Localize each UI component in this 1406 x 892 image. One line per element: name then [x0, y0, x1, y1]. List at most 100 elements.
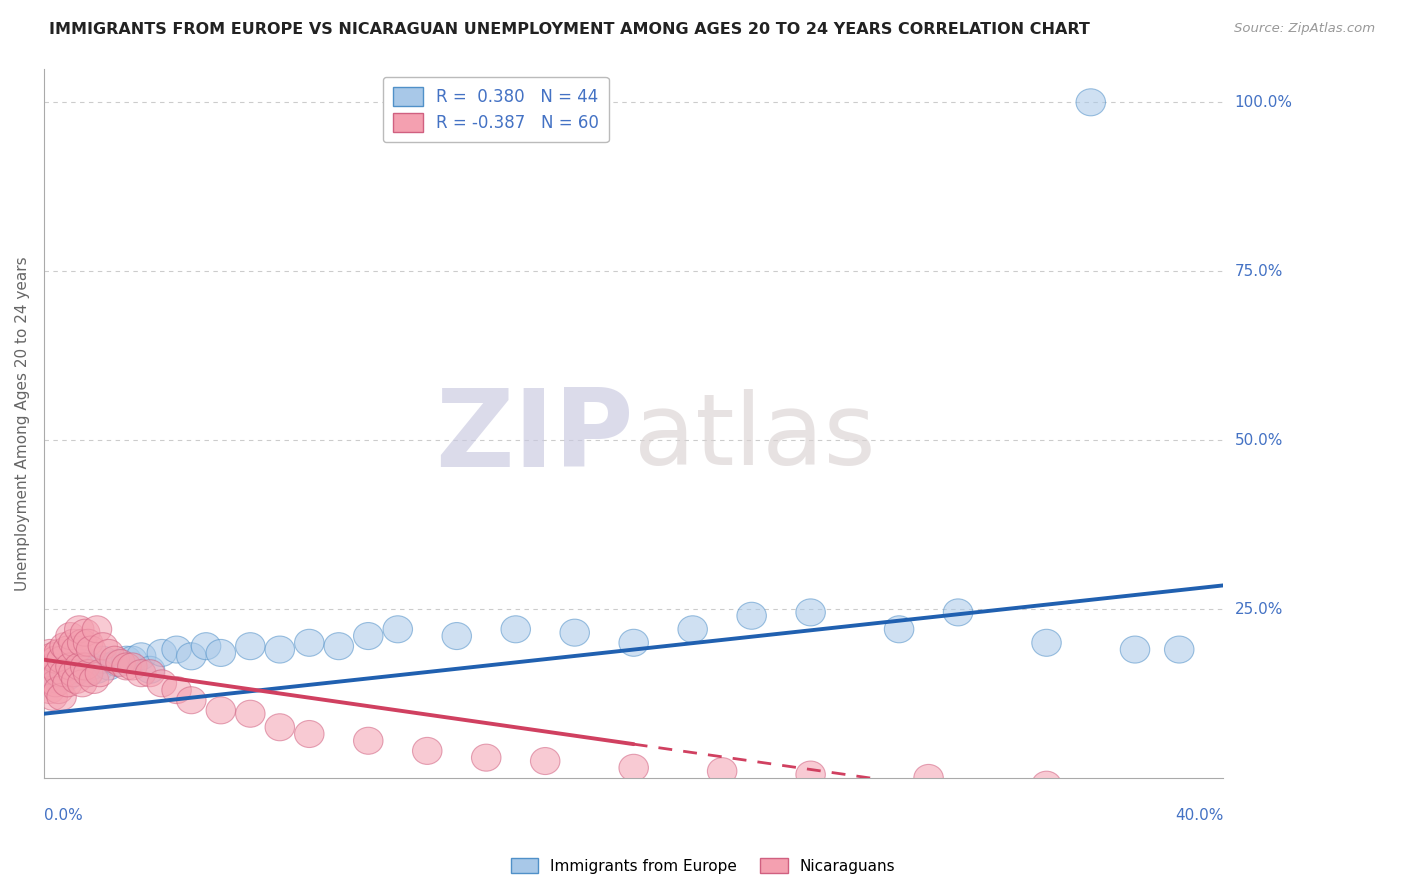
- Ellipse shape: [38, 643, 67, 670]
- Legend: Immigrants from Europe, Nicaraguans: Immigrants from Europe, Nicaraguans: [505, 852, 901, 880]
- Ellipse shape: [46, 683, 76, 710]
- Ellipse shape: [70, 619, 100, 646]
- Text: ZIP: ZIP: [436, 384, 634, 491]
- Ellipse shape: [76, 636, 105, 663]
- Ellipse shape: [266, 636, 294, 663]
- Ellipse shape: [914, 764, 943, 791]
- Ellipse shape: [135, 660, 165, 687]
- Ellipse shape: [53, 670, 82, 697]
- Ellipse shape: [86, 660, 115, 687]
- Ellipse shape: [70, 653, 100, 680]
- Ellipse shape: [1164, 636, 1194, 663]
- Ellipse shape: [796, 599, 825, 626]
- Ellipse shape: [707, 757, 737, 785]
- Text: 50.0%: 50.0%: [1234, 433, 1282, 448]
- Ellipse shape: [382, 615, 412, 643]
- Ellipse shape: [118, 653, 148, 680]
- Ellipse shape: [530, 747, 560, 774]
- Ellipse shape: [103, 649, 132, 676]
- Ellipse shape: [65, 615, 94, 643]
- Ellipse shape: [127, 660, 156, 687]
- Ellipse shape: [35, 660, 65, 687]
- Ellipse shape: [59, 660, 89, 687]
- Ellipse shape: [44, 666, 73, 693]
- Ellipse shape: [56, 623, 86, 649]
- Ellipse shape: [118, 646, 148, 673]
- Ellipse shape: [148, 670, 177, 697]
- Text: 40.0%: 40.0%: [1175, 808, 1223, 823]
- Ellipse shape: [266, 714, 294, 740]
- Ellipse shape: [67, 670, 97, 697]
- Ellipse shape: [82, 657, 111, 683]
- Ellipse shape: [191, 632, 221, 660]
- Legend: R =  0.380   N = 44, R = -0.387   N = 60: R = 0.380 N = 44, R = -0.387 N = 60: [382, 77, 609, 142]
- Ellipse shape: [94, 653, 124, 680]
- Ellipse shape: [94, 640, 124, 666]
- Ellipse shape: [619, 755, 648, 781]
- Ellipse shape: [53, 636, 82, 663]
- Ellipse shape: [207, 697, 236, 724]
- Ellipse shape: [67, 629, 97, 657]
- Ellipse shape: [412, 738, 441, 764]
- Ellipse shape: [73, 660, 103, 687]
- Ellipse shape: [65, 657, 94, 683]
- Y-axis label: Unemployment Among Ages 20 to 24 years: Unemployment Among Ages 20 to 24 years: [15, 256, 30, 591]
- Ellipse shape: [560, 619, 589, 646]
- Ellipse shape: [32, 666, 62, 693]
- Ellipse shape: [148, 640, 177, 666]
- Ellipse shape: [32, 646, 62, 673]
- Ellipse shape: [619, 629, 648, 657]
- Text: IMMIGRANTS FROM EUROPE VS NICARAGUAN UNEMPLOYMENT AMONG AGES 20 TO 24 YEARS CORR: IMMIGRANTS FROM EUROPE VS NICARAGUAN UNE…: [49, 22, 1090, 37]
- Ellipse shape: [1076, 89, 1105, 116]
- Ellipse shape: [236, 632, 266, 660]
- Ellipse shape: [79, 666, 108, 693]
- Ellipse shape: [737, 602, 766, 629]
- Ellipse shape: [65, 653, 94, 680]
- Ellipse shape: [59, 629, 89, 657]
- Ellipse shape: [1032, 772, 1062, 798]
- Ellipse shape: [207, 640, 236, 666]
- Ellipse shape: [177, 643, 207, 670]
- Ellipse shape: [294, 629, 323, 657]
- Ellipse shape: [38, 683, 67, 710]
- Ellipse shape: [82, 615, 111, 643]
- Ellipse shape: [105, 649, 135, 676]
- Ellipse shape: [162, 676, 191, 704]
- Ellipse shape: [73, 629, 103, 657]
- Text: 25.0%: 25.0%: [1234, 601, 1282, 616]
- Ellipse shape: [56, 653, 86, 680]
- Ellipse shape: [100, 646, 129, 673]
- Ellipse shape: [678, 615, 707, 643]
- Ellipse shape: [135, 657, 165, 683]
- Ellipse shape: [943, 599, 973, 626]
- Text: Source: ZipAtlas.com: Source: ZipAtlas.com: [1234, 22, 1375, 36]
- Ellipse shape: [884, 615, 914, 643]
- Ellipse shape: [46, 657, 76, 683]
- Ellipse shape: [796, 761, 825, 788]
- Ellipse shape: [46, 646, 76, 673]
- Text: 100.0%: 100.0%: [1234, 95, 1292, 110]
- Ellipse shape: [44, 640, 73, 666]
- Text: 0.0%: 0.0%: [44, 808, 83, 823]
- Ellipse shape: [56, 653, 86, 680]
- Ellipse shape: [59, 660, 89, 687]
- Ellipse shape: [49, 632, 79, 660]
- Ellipse shape: [1121, 636, 1150, 663]
- Ellipse shape: [76, 653, 105, 680]
- Ellipse shape: [501, 615, 530, 643]
- Ellipse shape: [471, 744, 501, 772]
- Ellipse shape: [73, 660, 103, 687]
- Ellipse shape: [177, 687, 207, 714]
- Ellipse shape: [44, 660, 73, 687]
- Ellipse shape: [35, 640, 65, 666]
- Ellipse shape: [323, 632, 353, 660]
- Text: 75.0%: 75.0%: [1234, 264, 1282, 278]
- Ellipse shape: [162, 636, 191, 663]
- Ellipse shape: [38, 657, 67, 683]
- Ellipse shape: [49, 660, 79, 687]
- Ellipse shape: [111, 646, 141, 673]
- Ellipse shape: [236, 700, 266, 727]
- Ellipse shape: [44, 676, 73, 704]
- Ellipse shape: [41, 670, 70, 697]
- Ellipse shape: [41, 646, 70, 673]
